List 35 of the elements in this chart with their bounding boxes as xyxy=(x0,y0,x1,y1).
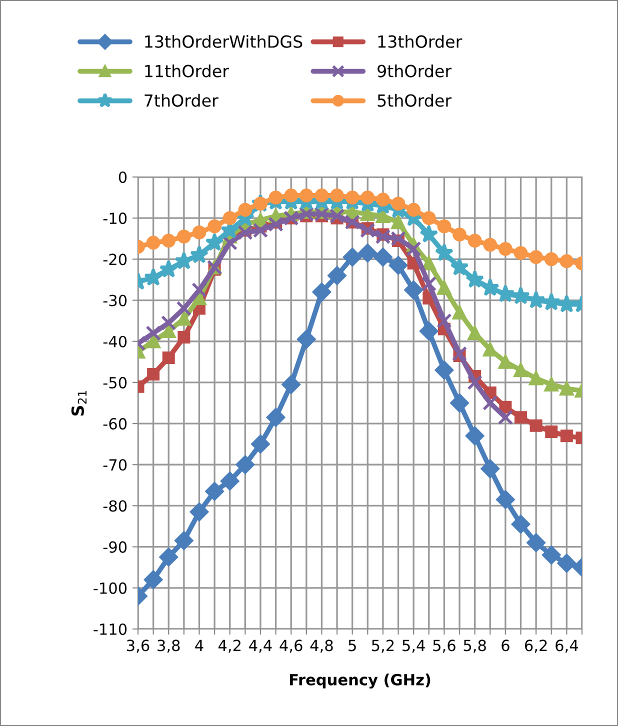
y-tick-label: -110 xyxy=(94,623,127,636)
x-tick-label: 4 xyxy=(195,640,204,652)
x-tick-label: 4,2 xyxy=(218,640,240,653)
x-tick-label: 5,2 xyxy=(372,640,394,653)
legend-label: 5thOrder xyxy=(378,94,452,107)
x-tick-label: 5,4 xyxy=(402,640,425,653)
legend-label: 7thOrder xyxy=(144,94,218,107)
y-tick-label: -100 xyxy=(94,582,127,594)
y-tick-label: -10 xyxy=(103,212,127,224)
x-axis-title: Frequency (GHz) xyxy=(290,674,430,689)
y-tick-label: -80 xyxy=(103,500,127,512)
x-tick-label: 6,2 xyxy=(524,640,547,653)
x-tick-label: 4,6 xyxy=(280,640,302,653)
legend-label: 13thOrder xyxy=(378,35,462,48)
y-tick-label: -70 xyxy=(103,459,127,471)
y-axis-title: S$_{21}$ xyxy=(71,390,86,416)
y-tick-label: -90 xyxy=(103,541,127,553)
y-tick-label: -20 xyxy=(103,254,127,266)
y-tick-label: 0 xyxy=(118,171,127,184)
x-tick-label: 3,6 xyxy=(127,640,150,653)
x-tick-label: 5,6 xyxy=(433,640,456,653)
x-tick-label: 5,8 xyxy=(464,640,486,653)
x-tick-label: 6,4 xyxy=(556,640,578,653)
legend-label: 11thOrder xyxy=(145,64,230,78)
x-tick-label: 4,4 xyxy=(249,640,272,653)
legend-label: 9thOrder xyxy=(378,64,452,78)
y-tick-label: -60 xyxy=(103,418,127,430)
legend-label: 13thOrderWithDGS xyxy=(145,35,302,48)
x-tick-label: 6 xyxy=(502,640,510,652)
y-tick-label: -30 xyxy=(103,294,127,306)
y-tick-label: -50 xyxy=(103,376,127,388)
x-tick-label: 4,8 xyxy=(310,640,333,653)
x-tick-label: 5 xyxy=(348,640,356,652)
x-tick-label: 3,8 xyxy=(158,640,180,653)
y-tick-label: -40 xyxy=(103,336,127,348)
